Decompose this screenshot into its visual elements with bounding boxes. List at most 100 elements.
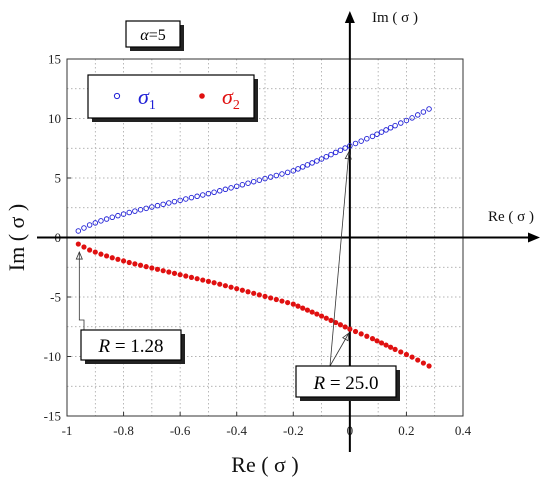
data-point — [109, 255, 115, 261]
data-point — [81, 225, 87, 231]
data-point — [347, 143, 353, 149]
data-point — [109, 214, 116, 221]
data-point — [383, 127, 389, 133]
data-point — [337, 322, 344, 328]
data-point — [171, 270, 178, 276]
data-point — [132, 261, 138, 267]
data-point — [160, 268, 166, 274]
legend-label-sigma2: σ2 — [222, 84, 240, 113]
data-point — [92, 220, 99, 226]
y-tick-label: 15 — [48, 52, 61, 67]
data-point — [103, 216, 110, 222]
data-point — [126, 209, 132, 216]
data-point — [378, 340, 385, 346]
data-point — [414, 112, 421, 118]
data-point — [323, 154, 330, 160]
data-point — [352, 140, 359, 147]
data-point — [387, 344, 394, 350]
data-point — [188, 274, 195, 280]
annotation-label-r128: R = 1.28 — [97, 336, 163, 357]
data-point — [98, 218, 104, 224]
data-point — [378, 129, 385, 135]
data-point — [166, 200, 172, 206]
data-point — [403, 117, 410, 124]
annotation-box-r128 — [80, 329, 182, 361]
data-point — [256, 292, 262, 298]
x-tick-label: -1 — [62, 423, 73, 438]
data-point — [228, 185, 234, 191]
data-point — [239, 182, 246, 188]
annotation-arrowhead — [75, 251, 83, 260]
data-point — [98, 251, 104, 257]
data-point — [262, 175, 268, 182]
data-point — [75, 241, 81, 247]
data-point — [420, 360, 426, 366]
x-tick-label: 0.4 — [455, 423, 472, 438]
y-tick-label: -10 — [44, 349, 61, 364]
data-point — [403, 351, 410, 358]
data-point — [154, 202, 161, 209]
data-point — [188, 194, 195, 201]
x-axis-arrow — [528, 232, 540, 243]
x-tick-label: -0.6 — [170, 423, 191, 438]
data-point — [284, 169, 291, 176]
data-point — [383, 342, 389, 348]
data-point — [342, 324, 348, 330]
data-point — [256, 177, 263, 183]
annotation-box-r250 — [295, 365, 397, 398]
data-point — [314, 311, 320, 317]
series-sigma2 — [75, 241, 432, 369]
data-point — [387, 125, 394, 131]
annotations — [75, 150, 352, 367]
data-point — [318, 313, 325, 319]
data-point — [304, 162, 311, 168]
data-point — [267, 174, 274, 180]
data-point — [177, 272, 183, 278]
data-point — [245, 289, 251, 295]
data-point — [132, 208, 138, 214]
data-point — [222, 283, 228, 289]
data-point — [86, 222, 93, 228]
data-point — [75, 228, 82, 234]
data-point — [426, 363, 432, 369]
data-point — [183, 273, 189, 279]
data-point — [149, 204, 155, 210]
label-boxes: α=5 σ1 σ2 R = 1.28 R = 25.0 — [80, 20, 400, 401]
data-point — [234, 286, 240, 292]
data-point — [347, 326, 353, 332]
x-tick-label: -0.4 — [226, 423, 247, 438]
data-point — [409, 115, 415, 121]
data-point — [333, 319, 339, 326]
data-point — [251, 290, 257, 296]
legend-box — [87, 74, 255, 119]
data-point — [392, 346, 398, 352]
data-point — [245, 180, 251, 186]
data-point — [392, 122, 398, 129]
data-point — [126, 259, 132, 266]
data-point — [137, 206, 144, 213]
data-point — [115, 212, 121, 219]
x-tick-label: -0.8 — [113, 423, 134, 438]
data-point — [314, 158, 320, 164]
data-point — [143, 264, 149, 270]
data-point — [374, 338, 380, 344]
data-point — [398, 120, 404, 126]
data-point — [309, 309, 315, 315]
data-point — [177, 197, 183, 204]
data-point — [364, 333, 370, 339]
x-tick-label: 0.2 — [398, 423, 414, 438]
data-point — [398, 349, 404, 355]
y-tick-label: -5 — [50, 290, 61, 305]
data-point — [211, 189, 217, 196]
data-point — [426, 106, 432, 112]
y-tick-label: 5 — [55, 171, 62, 186]
data-point — [115, 256, 121, 262]
y-axis-title: Im ( σ ) — [4, 204, 29, 271]
data-point — [309, 160, 315, 166]
data-point — [285, 299, 291, 306]
data-point — [222, 186, 229, 193]
axis-titles: Re ( σ ) Im ( σ ) — [4, 204, 299, 477]
data-point — [262, 293, 268, 300]
data-point — [290, 168, 297, 174]
